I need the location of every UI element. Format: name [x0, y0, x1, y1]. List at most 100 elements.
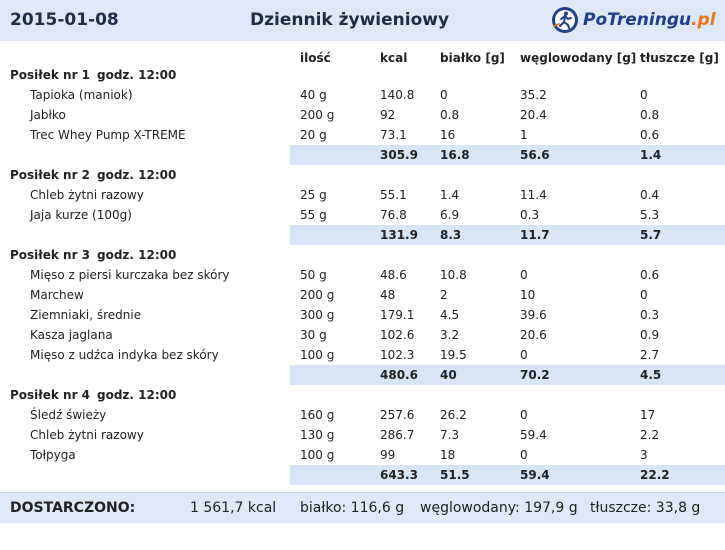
food-fat: 3: [640, 448, 648, 462]
total-carbs: 56.6: [520, 148, 550, 162]
logo-name: PoTreningu: [583, 10, 692, 30]
diary-date: 2015-01-08: [10, 10, 119, 30]
food-fat: 0.3: [640, 308, 660, 322]
meal-total-row: 643.3 51.5 59.4 22.2: [290, 465, 725, 485]
food-fat: 0.4: [640, 188, 660, 202]
total-carbs: 11.7: [520, 228, 550, 242]
daily-summary-bar: DOSTARCZONO: 1 561,7 kcal białko: 116,6 …: [0, 492, 725, 523]
total-fat: 22.2: [640, 468, 670, 482]
food-protein: 0.8: [440, 108, 460, 122]
col-qty-header: ilość: [300, 51, 331, 65]
food-name: Chleb żytni razowy: [30, 428, 144, 442]
total-kcal: 480.6: [380, 368, 418, 382]
food-qty: 100 g: [300, 448, 335, 462]
food-protein: 18: [440, 448, 456, 462]
meal-header: Posiłek nr 3 godz. 12:00: [0, 245, 725, 265]
food-row: Śledź świeży 160 g 257.6 26.2 0 17: [0, 405, 725, 425]
meal-label: Posiłek nr 3: [10, 248, 91, 262]
total-carbs: 70.2: [520, 368, 550, 382]
col-fat-header: tłuszcze [g]: [640, 51, 719, 65]
food-name: Trec Whey Pump X-TREME: [30, 128, 186, 142]
food-row: Trec Whey Pump X-TREME 20 g 73.1 16 1 0.…: [0, 125, 725, 145]
food-carbs: 35.2: [520, 88, 547, 102]
food-kcal: 140.8: [380, 88, 415, 102]
page-header: 2015-01-08 Dziennik żywieniowy PoTrening…: [0, 0, 725, 41]
food-protein: 6.9: [440, 208, 460, 222]
summary-fat: tłuszcze: 33,8 g: [590, 500, 701, 516]
food-name: Tołpyga: [30, 448, 76, 462]
food-carbs: 20.6: [520, 328, 547, 342]
col-carbs-header: węglowodany [g]: [520, 51, 637, 65]
food-protein: 3.2: [440, 328, 460, 342]
meal-header: Posiłek nr 2 godz. 12:00: [0, 165, 725, 185]
total-kcal: 305.9: [380, 148, 418, 162]
food-kcal: 73.1: [380, 128, 407, 142]
meal-total-row: 480.6 40 70.2 4.5: [290, 365, 725, 385]
food-name: Jabłko: [30, 108, 66, 122]
total-fat: 1.4: [640, 148, 662, 162]
food-protein: 26.2: [440, 408, 467, 422]
column-headers: ilość kcal białko [g] węglowodany [g] tł…: [0, 45, 725, 65]
total-protein: 40: [440, 368, 457, 382]
food-row: Marchew 200 g 48 2 10 0: [0, 285, 725, 305]
food-fat: 0: [640, 288, 648, 302]
meal-header: Posiłek nr 1 godz. 12:00: [0, 65, 725, 85]
meal-time: godz. 12:00: [97, 248, 177, 262]
food-protein: 19.5: [440, 348, 467, 362]
food-row: Chleb żytni razowy 25 g 55.1 1.4 11.4 0.…: [0, 185, 725, 205]
food-qty: 300 g: [300, 308, 335, 322]
food-protein: 4.5: [440, 308, 460, 322]
food-qty: 50 g: [300, 268, 327, 282]
food-row: Mięso z udźca indyka bez skóry 100 g 102…: [0, 345, 725, 365]
col-kcal-header: kcal: [380, 51, 408, 65]
col-protein-header: białko [g]: [440, 51, 505, 65]
food-fat: 0: [640, 88, 648, 102]
food-carbs: 59.4: [520, 428, 547, 442]
total-kcal: 131.9: [380, 228, 418, 242]
meal-label: Posiłek nr 4: [10, 388, 91, 402]
food-kcal: 179.1: [380, 308, 415, 322]
summary-kcal: 1 561,7 kcal: [190, 500, 277, 516]
food-row: Tapioka (maniok) 40 g 140.8 0 35.2 0: [0, 85, 725, 105]
meal-label: Posiłek nr 2: [10, 168, 91, 182]
food-fat: 17: [640, 408, 656, 422]
potreningu-logo[interactable]: PoTreningu.pl: [551, 5, 716, 35]
meal-total-row: 305.9 16.8 56.6 1.4: [290, 145, 725, 165]
food-qty: 200 g: [300, 108, 335, 122]
total-fat: 5.7: [640, 228, 662, 242]
food-kcal: 76.8: [380, 208, 407, 222]
food-kcal: 48: [380, 288, 396, 302]
total-carbs: 59.4: [520, 468, 550, 482]
meal-label: Posiłek nr 1: [10, 68, 91, 82]
food-qty: 200 g: [300, 288, 335, 302]
food-name: Śledź świeży: [30, 408, 107, 422]
food-carbs: 10: [520, 288, 536, 302]
food-qty: 25 g: [300, 188, 327, 202]
meal-time: godz. 12:00: [97, 168, 177, 182]
meal-total-row: 131.9 8.3 11.7 5.7: [290, 225, 725, 245]
food-qty: 30 g: [300, 328, 327, 342]
total-protein: 8.3: [440, 228, 462, 242]
food-kcal: 48.6: [380, 268, 407, 282]
food-carbs: 0: [520, 408, 528, 422]
food-row: Tołpyga 100 g 99 18 0 3: [0, 445, 725, 465]
food-carbs: 0: [520, 448, 528, 462]
food-carbs: 0: [520, 268, 528, 282]
food-kcal: 55.1: [380, 188, 407, 202]
food-protein: 10.8: [440, 268, 467, 282]
food-name: Marchew: [30, 288, 84, 302]
food-name: Chleb żytni razowy: [30, 188, 144, 202]
summary-label: DOSTARCZONO:: [10, 500, 136, 516]
food-kcal: 92: [380, 108, 396, 122]
total-fat: 4.5: [640, 368, 662, 382]
logo-text: PoTreningu.pl: [583, 10, 716, 30]
meal-time: godz. 12:00: [97, 68, 177, 82]
summary-carbs: węglowodany: 197,9 g: [420, 500, 578, 516]
food-row: Jabłko 200 g 92 0.8 20.4 0.8: [0, 105, 725, 125]
total-protein: 51.5: [440, 468, 470, 482]
food-protein: 2: [440, 288, 448, 302]
food-kcal: 102.6: [380, 328, 415, 342]
food-fat: 5.3: [640, 208, 660, 222]
food-qty: 100 g: [300, 348, 335, 362]
food-carbs: 20.4: [520, 108, 547, 122]
